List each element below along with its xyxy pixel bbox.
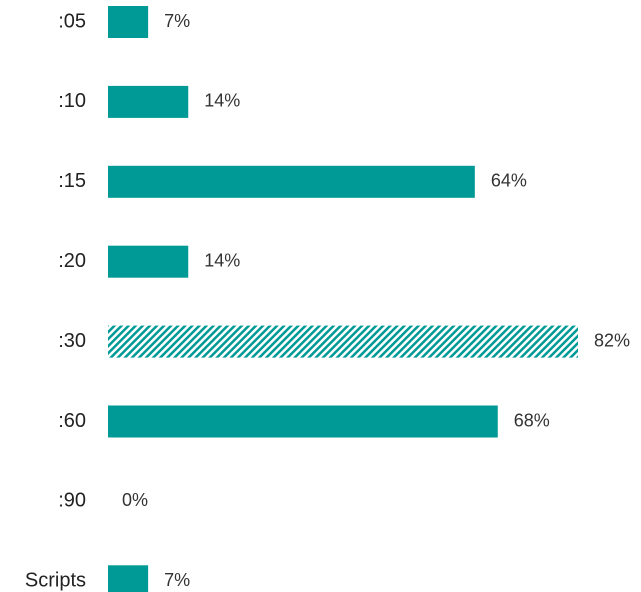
bar	[108, 565, 149, 592]
bar	[108, 165, 475, 198]
value-label: 68%	[514, 410, 550, 430]
category-label: :10	[58, 90, 86, 112]
bar	[108, 6, 149, 38]
value-label: 7%	[164, 570, 190, 590]
bar	[108, 405, 498, 438]
bar	[108, 85, 189, 118]
category-label: :30	[58, 330, 86, 352]
bars-layer: :05 7% :10 14% :15 64% :20 14% :30 82% :60 68% :90 0%…	[25, 6, 630, 592]
category-label: :15	[58, 170, 86, 192]
value-label: 0%	[122, 490, 148, 510]
category-label: Scripts	[25, 570, 86, 592]
bar	[108, 325, 578, 358]
value-label: 14%	[204, 91, 240, 111]
category-label: :20	[58, 250, 86, 272]
category-label: :05	[58, 10, 86, 32]
value-label: 82%	[594, 330, 630, 350]
bar	[108, 245, 189, 278]
category-label: :90	[58, 490, 86, 512]
value-label: 7%	[164, 11, 190, 31]
value-label: 14%	[204, 250, 240, 270]
value-label: 64%	[491, 171, 527, 191]
category-label: :60	[58, 410, 86, 432]
